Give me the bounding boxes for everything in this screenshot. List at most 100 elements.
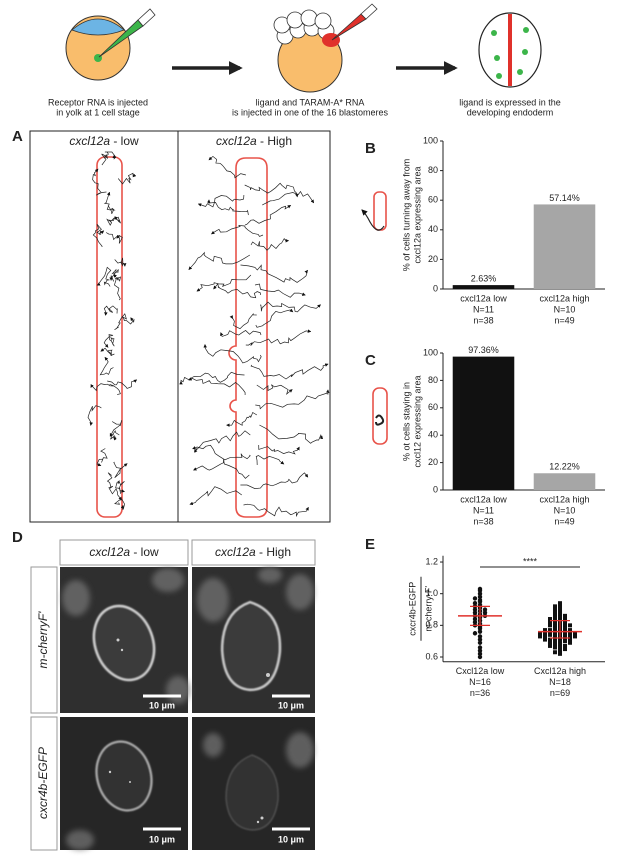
cell-track <box>226 411 258 427</box>
cell-track <box>255 308 294 328</box>
bar <box>452 356 515 490</box>
point <box>553 639 557 644</box>
condition: - High <box>257 134 292 148</box>
cell-track <box>213 283 261 299</box>
point <box>553 650 557 655</box>
cell-track <box>96 448 108 467</box>
point <box>548 637 552 642</box>
point <box>553 607 557 612</box>
point <box>477 629 483 634</box>
caption: Receptor RNA is injected <box>48 97 148 107</box>
point <box>558 602 562 607</box>
category-note: n=38 <box>473 315 493 325</box>
point <box>568 637 572 642</box>
value-label: 57.14% <box>549 193 580 203</box>
point <box>558 648 562 653</box>
point <box>558 645 562 650</box>
bar <box>533 473 596 490</box>
y-tick-label: 60 <box>428 195 438 205</box>
point <box>548 617 552 622</box>
caption: in yolk at 1 cell stage <box>56 107 140 117</box>
y-axis-label: % ot cells staying in <box>401 382 411 461</box>
point <box>568 640 572 645</box>
caption: ligand is expressed in the <box>459 97 561 107</box>
cell-track <box>101 151 117 166</box>
cell-track <box>92 223 105 247</box>
cell-track <box>113 273 121 301</box>
point <box>568 628 572 633</box>
value-label: 2.63% <box>471 273 497 283</box>
condition: - low <box>110 134 139 148</box>
point <box>472 631 478 636</box>
column-header: cxcl12a - High <box>215 545 291 559</box>
panel-label: E <box>365 536 375 553</box>
point <box>477 637 483 642</box>
point <box>477 651 483 657</box>
cell-track <box>103 334 115 348</box>
cell-track <box>244 204 292 226</box>
cell-track <box>87 405 102 426</box>
cell-track <box>259 301 321 313</box>
y-tick-label: 20 <box>428 457 438 467</box>
point <box>477 626 483 631</box>
cell-track <box>258 444 300 455</box>
point <box>477 588 483 593</box>
cell-track <box>193 459 250 479</box>
condition: - low <box>130 545 159 559</box>
x-tick-label: cxcl12a low <box>460 494 507 504</box>
point <box>568 623 572 628</box>
panel-label: D <box>12 529 23 546</box>
cell-track <box>114 313 135 331</box>
y-tick-label: 1.0 <box>425 588 438 598</box>
cell-track <box>110 430 120 441</box>
row-label: cxcr4b-EGFP <box>36 747 50 819</box>
point <box>558 609 562 614</box>
cell-track <box>255 389 330 410</box>
cell-track <box>256 384 293 396</box>
cell-track <box>109 420 123 437</box>
y-axis-label: cxcr4b-EGFP <box>407 582 417 636</box>
point <box>472 610 478 615</box>
point <box>573 631 577 636</box>
point <box>477 599 483 604</box>
point <box>558 639 562 644</box>
gene-name: cxcl12a <box>69 134 110 148</box>
gene-name: cxcl12a <box>216 134 257 148</box>
point <box>553 604 557 609</box>
y-tick-label: 0 <box>433 283 438 293</box>
cell-track <box>90 383 121 395</box>
scale-bar-label: 10 μm <box>149 700 175 710</box>
category-note: n=49 <box>554 315 574 325</box>
cell-track <box>192 444 251 461</box>
point <box>477 645 483 650</box>
point <box>543 634 547 639</box>
point <box>558 642 562 647</box>
point <box>548 643 552 648</box>
point <box>538 634 542 639</box>
y-tick-label: 0 <box>433 484 438 494</box>
category-note: N=18 <box>549 677 571 687</box>
y-axis-label: m-cherry-F' <box>423 586 433 632</box>
category-note: N=11 <box>473 505 494 515</box>
point <box>543 637 547 642</box>
cell-track <box>220 330 262 337</box>
cell-tracks <box>87 151 330 518</box>
cell-track <box>196 274 252 292</box>
x-tick-label: cxcl12a low <box>460 293 507 303</box>
cell-track <box>250 363 329 380</box>
x-tick-label: cxcl12a high <box>539 494 589 504</box>
cell-track <box>250 237 290 251</box>
cell-track <box>203 344 262 364</box>
cell-track <box>211 224 264 237</box>
point <box>482 607 488 612</box>
cell-track <box>188 251 251 271</box>
cell-track <box>206 199 249 216</box>
y-axis-label: cxcl12a expressing area <box>412 166 422 263</box>
cell-track <box>229 313 257 330</box>
bar <box>452 285 515 289</box>
column-header: cxcl12a - low <box>69 134 139 148</box>
scale-bar-label: 10 μm <box>278 834 304 844</box>
point <box>477 591 483 596</box>
point <box>472 619 478 625</box>
point <box>553 642 557 647</box>
